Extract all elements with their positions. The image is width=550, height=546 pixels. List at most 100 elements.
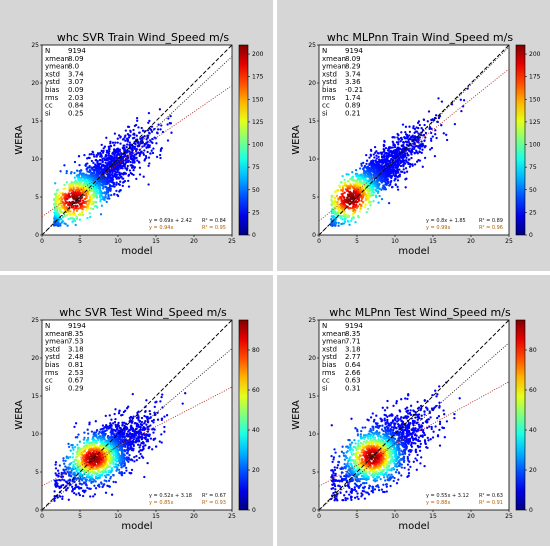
stat-name: ystd [322,78,337,86]
data-point [184,392,187,395]
data-point [404,125,408,128]
data-point [98,158,101,162]
data-point [396,179,400,182]
data-point [105,473,109,476]
data-point [120,452,124,455]
data-point [56,484,59,487]
data-point [63,222,66,225]
data-point [430,118,433,122]
y-tick-label: 5 [312,194,316,201]
data-point [99,192,102,195]
data-point [400,138,404,141]
data-point [336,201,339,204]
data-point [125,146,128,149]
data-point [56,199,59,203]
stat-value: 8.09 [68,55,84,63]
data-point [417,146,420,149]
data-point [139,449,142,452]
data-point [93,155,96,158]
data-point [365,159,369,162]
data-point [107,195,110,198]
scatter-chart-svr-train: whc SVR Train Wind_Speed m/s0 5 10 15 20 2505… [14,31,264,257]
data-point [341,189,344,193]
data-point [126,140,129,143]
stat-value: 1.74 [345,94,361,102]
data-point [417,159,420,162]
data-point [140,438,144,441]
data-point [122,410,126,414]
data-point [60,204,64,207]
data-point [417,138,420,142]
data-point [95,205,98,208]
data-point [128,453,131,457]
data-point [149,437,153,440]
data-point [423,146,426,149]
linear-fit-line [42,85,232,217]
data-point [375,157,378,160]
data-point [64,459,67,463]
data-point [121,184,124,188]
data-point [395,147,399,151]
data-point [401,123,405,126]
stat-value: 2.03 [68,94,84,102]
data-point [139,137,142,140]
data-point [91,193,94,196]
data-point [101,424,105,427]
data-point [352,215,355,219]
scatter-chart-mlp-train: whc MLPnn Train Wind_Speed m/s0 5 10 15 20 25… [291,31,541,257]
data-point [61,216,65,219]
data-point [93,493,97,496]
data-point [384,183,387,186]
data-point [106,484,109,487]
data-point [380,188,383,191]
data-point [415,140,419,143]
data-point [380,181,383,184]
data-point [114,429,117,433]
colorbar [238,44,249,236]
data-point [360,162,363,165]
data-point [418,150,422,154]
data-point [430,146,434,150]
stat-value: 9194 [345,47,363,55]
data-point [139,444,142,447]
data-point [420,140,423,143]
data-point [92,439,95,442]
data-point [145,423,148,426]
data-point [150,419,154,423]
data-point [123,136,126,139]
data-point [121,421,124,424]
data-point [376,191,380,195]
data-point [413,152,416,155]
data-point [434,114,438,117]
data-point [121,436,124,439]
data-point [104,185,107,189]
x-tick-label: 25 [228,238,236,245]
data-point [145,399,148,402]
data-point [65,169,68,173]
data-point [342,222,346,225]
data-point [62,468,65,471]
data-point [372,200,375,203]
stat-value: 3.07 [68,78,84,86]
data-point [94,487,98,490]
data-point [54,461,58,464]
data-point [110,193,113,197]
data-point [116,170,120,174]
data-point [336,189,339,192]
data-point [154,401,157,404]
data-point [136,411,139,415]
stat-value: 8.0 [68,63,79,71]
data-point [394,166,397,169]
data-point [135,424,138,428]
data-point [156,132,159,135]
data-point [117,463,120,467]
data-point [152,431,155,434]
data-point [133,422,136,425]
data-point [92,153,95,156]
data-point [58,485,61,488]
data-point [418,123,421,127]
data-point [404,178,407,181]
data-point [407,138,410,142]
data-point [123,471,126,475]
data-point [138,420,141,423]
